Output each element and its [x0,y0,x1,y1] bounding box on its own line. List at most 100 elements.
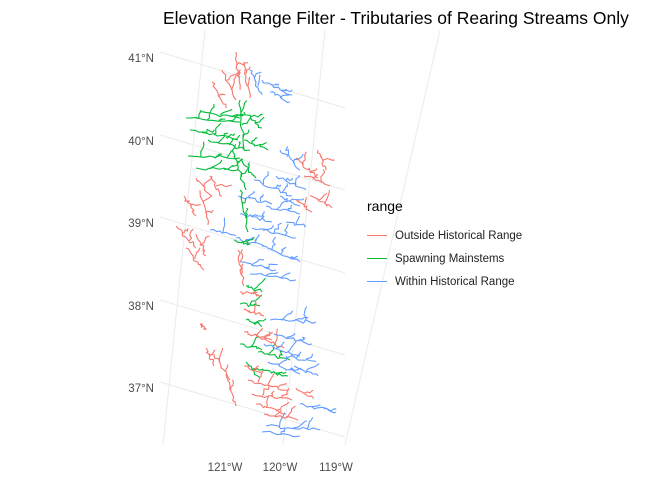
stream-outside-historical [215,183,232,188]
stream-within-historical [292,420,307,429]
stream-spawning-mainstem [213,122,222,136]
stream-outside-historical [275,401,290,412]
stream-within-historical [292,316,309,322]
stream-outside-historical [255,335,285,349]
stream-within-historical [272,184,282,189]
lon-tick-label: 121°W [208,462,243,474]
stream-outside-historical [199,189,209,226]
stream-within-historical [285,355,317,363]
stream-within-historical [261,430,301,438]
stream-outside-historical [255,403,286,415]
legend-label: Spawning Mainstems [395,252,505,265]
stream-within-historical [251,258,265,266]
stream-outside-historical [229,379,234,391]
legend-item-within: Within Historical Range [367,270,522,293]
stream-outside-historical [204,209,214,214]
stream-outside-historical [202,194,213,203]
lat-tick-label: 37°N [128,383,154,395]
stream-spawning-mainstem [239,343,263,351]
stream-outside-historical [240,291,262,297]
stream-outside-historical [252,365,259,370]
graticule-meridian [282,29,326,446]
stream-spawning-mainstem [253,277,266,290]
stream-outside-historical [175,225,197,249]
stream-spawning-mainstem [218,118,226,121]
stream-within-historical [292,153,304,164]
stream-spawning-mainstem [238,140,241,148]
stream-outside-historical [226,72,239,81]
stream-outside-historical [199,323,207,331]
stream-spawning-mainstem [223,164,239,170]
stream-spawning-mainstem [236,158,244,164]
stream-outside-historical [263,413,299,421]
stream-within-historical [237,195,273,205]
stream-outside-historical [221,69,237,101]
stream-outside-historical [253,299,257,314]
stream-within-historical [239,261,277,272]
stream-outside-historical [265,395,270,408]
stream-within-historical [280,428,286,435]
stream-within-historical [263,343,301,357]
stream-within-historical [323,407,337,412]
stream-spawning-mainstem [196,109,202,120]
stream-within-historical [249,69,263,96]
stream-spawning-mainstem [228,134,241,146]
stream-within-historical [278,357,288,367]
stream-outside-historical [267,373,275,386]
stream-outside-historical [247,76,251,87]
graticule-meridian [344,29,441,446]
legend-item-spawning: Spawning Mainstems [367,247,522,270]
stream-within-historical [280,246,287,255]
stream-outside-historical [302,151,307,165]
stream-outside-historical [286,405,296,419]
stream-outside-historical [188,228,194,242]
map-title: Elevation Range Filter - Tributaries of … [163,8,629,28]
stream-spawning-mainstem [243,139,269,151]
stream-within-historical [262,171,269,185]
stream-spawning-mainstem [274,371,287,374]
stream-outside-historical [277,383,288,388]
stream-within-historical [289,198,305,202]
graticule-parallel [159,134,346,191]
stream-within-historical [261,79,293,96]
stream-within-historical [259,194,265,202]
stream-spawning-mainstem [268,343,277,355]
stream-within-historical [287,340,297,353]
stream-outside-historical [185,247,205,271]
graticule-parallel [159,216,346,274]
stream-within-historical [278,412,286,428]
stream-within-historical [251,227,297,239]
stream-outside-historical [261,385,270,396]
stream-spawning-mainstem [249,294,262,306]
stream-within-historical [265,424,321,431]
stream-within-historical [286,332,296,338]
stream-network [175,51,337,438]
stream-within-historical [279,149,301,171]
stream-within-historical [295,215,301,225]
stream-outside-historical [257,369,265,383]
stream-outside-historical [251,393,293,401]
stream-within-historical [299,336,306,342]
stream-within-historical [250,214,264,218]
stream-within-historical [305,362,320,372]
stream-outside-historical [303,175,331,187]
stream-within-historical [305,353,314,361]
stream-within-historical [273,333,313,346]
stream-within-historical [290,255,298,260]
stream-outside-historical [317,192,328,201]
stream-outside-historical [234,51,241,91]
stream-outside-historical [224,364,229,372]
stream-spawning-mainstem [201,128,215,134]
stream-spawning-mainstem [229,114,245,118]
legend-title: range [367,198,403,214]
stream-outside-historical [274,409,282,417]
stream-within-historical [295,351,302,359]
stream-outside-historical [225,373,237,407]
lat-tick-label: 40°N [128,136,154,148]
stream-within-historical [262,225,274,232]
stream-outside-historical [295,387,315,399]
stream-within-historical [282,183,288,193]
stream-spawning-mainstem [200,141,205,157]
stream-within-historical [279,93,290,98]
stream-outside-historical [262,331,273,338]
